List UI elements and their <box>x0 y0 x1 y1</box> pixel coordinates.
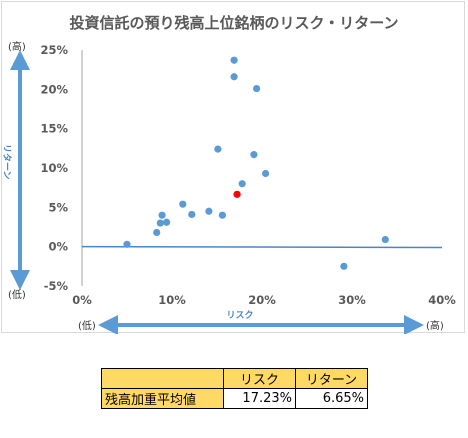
trend-line <box>81 245 443 249</box>
data-point <box>163 218 171 226</box>
summary-row: 残高加重平均値 17.23% 6.65% <box>101 388 368 409</box>
data-point <box>123 240 131 248</box>
x-tick-label: 20% <box>248 293 276 307</box>
header-risk: リスク <box>223 368 296 389</box>
x-tick-label: 30% <box>338 293 366 307</box>
y-tick-label: 10% <box>40 161 68 175</box>
x-axis-label: リスク <box>226 310 253 321</box>
risk-value: 17.23% <box>223 388 296 409</box>
data-point <box>188 210 196 219</box>
x-tick-label: 40% <box>428 293 456 307</box>
data-point <box>214 145 222 153</box>
data-point <box>230 73 238 81</box>
data-point <box>253 84 261 93</box>
x-high-label: (高) <box>426 319 444 332</box>
return-value: 6.65% <box>295 388 368 409</box>
x-low-label: (低) <box>78 319 96 332</box>
data-point <box>381 235 389 244</box>
data-point <box>238 180 246 188</box>
chart-panel: 投資信託の預り残高上位銘柄のリスク・リターン -5% 0% 5% 10% 15% 20% 2… <box>1 1 465 334</box>
data-point <box>230 56 238 64</box>
header-return: リターン <box>295 368 368 389</box>
x-tick-label: 10% <box>158 293 186 307</box>
y-high-label: (高) <box>8 40 26 53</box>
y-low-label: (低) <box>8 288 26 301</box>
data-point <box>179 200 187 208</box>
summary-header-row: リスク リターン <box>101 368 368 389</box>
y-tick-label: 15% <box>40 122 68 136</box>
data-point <box>250 151 258 159</box>
data-point <box>340 262 348 270</box>
data-point <box>156 219 164 227</box>
y-tick-label: 5% <box>48 200 68 214</box>
data-point <box>262 169 270 178</box>
row-label: 残高加重平均値 <box>101 388 224 409</box>
y-tick-label: 20% <box>40 82 68 96</box>
header-blank-cell <box>101 368 224 389</box>
weighted-average-point <box>233 190 241 198</box>
y-tick-label: -5% <box>44 279 69 293</box>
data-point <box>158 211 166 219</box>
data-point <box>205 207 213 215</box>
data-point <box>153 228 161 237</box>
summary-table: リスク リターン 残高加重平均値 17.23% 6.65% <box>101 368 368 409</box>
x-tick-label: 0% <box>72 293 92 307</box>
y-axis-label: リターン <box>2 144 13 180</box>
data-point <box>218 211 226 219</box>
y-tick-label: 0% <box>48 240 68 254</box>
chart-title: 投資信託の預り残高上位銘柄のリスク・リターン <box>69 14 399 32</box>
scatter-chart: -5%0%5%10%15%20%25%0% 10% 20% 30% 40% (高) (低… <box>2 40 456 334</box>
y-tick-label: 25% <box>40 43 68 57</box>
